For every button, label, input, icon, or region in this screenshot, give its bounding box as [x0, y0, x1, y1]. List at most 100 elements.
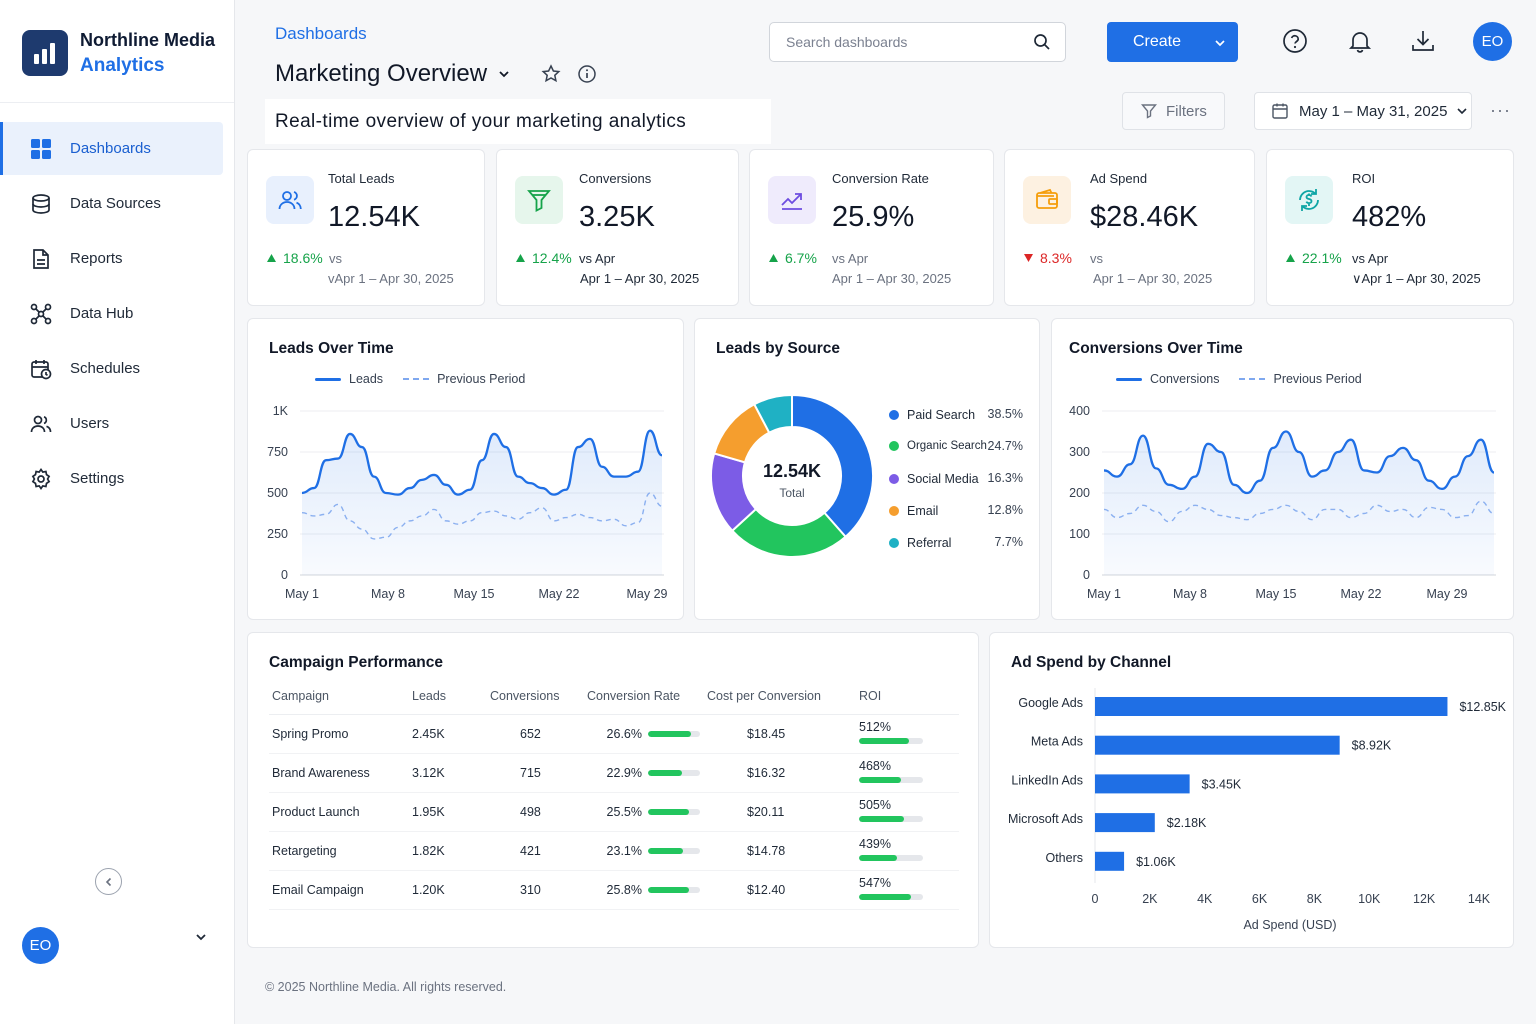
- chevron-down-icon[interactable]: [498, 68, 510, 80]
- users-icon: [30, 413, 52, 435]
- roi-progress-bar: [859, 777, 923, 784]
- series-line-current[interactable]: [1103, 430, 1495, 495]
- sidebar-item-users[interactable]: Users: [0, 397, 234, 450]
- y-tick: 500: [267, 486, 288, 500]
- search-icon[interactable]: [1033, 33, 1051, 51]
- kpi-card-conversions[interactable]: Conversions 3.25K 12.4% vs Apr Apr 1 – A…: [496, 149, 739, 306]
- ad-spend-bar-chart[interactable]: Google Ads $12.85K Meta Ads $8.92K LinkedIn …: [990, 683, 1514, 913]
- x-tick: 12K: [1413, 892, 1436, 906]
- sidebar-item-dashboards[interactable]: Dashboards: [0, 122, 223, 175]
- sidebar-item-label: Users: [70, 415, 110, 432]
- legend-label: Social Media: [907, 472, 979, 486]
- bar-google-ads[interactable]: [1095, 697, 1448, 716]
- download-icon[interactable]: [1410, 28, 1436, 54]
- table-row[interactable]: Product Launch 1.95K 498 25.5% $20.11 505%: [269, 792, 959, 832]
- kpi-value: 482%: [1352, 201, 1427, 233]
- leads-line-chart[interactable]: [300, 405, 668, 581]
- kpi-value: 3.25K: [579, 201, 655, 233]
- bar-linkedin-ads[interactable]: [1095, 774, 1190, 794]
- sidebar-item-schedules[interactable]: Schedules: [0, 342, 234, 395]
- legend-conversions: Conversions: [1150, 372, 1220, 386]
- calendar-icon: [1272, 103, 1288, 119]
- bar-meta-ads[interactable]: [1095, 735, 1340, 755]
- chart-title: Ad Spend by Channel: [1011, 654, 1172, 671]
- legend-item[interactable]: Organic Search: [889, 440, 1029, 452]
- legend-previous: Previous Period: [437, 372, 526, 386]
- column-header[interactable]: Cost per Conversion: [707, 678, 859, 715]
- legend-item[interactable]: Social Media: [889, 472, 1029, 486]
- x-tick: 14K: [1468, 892, 1491, 906]
- kpi-card-total-leads[interactable]: Total Leads 12.54K 18.6% vs vApr 1 – Apr…: [247, 149, 485, 306]
- sidebar-item-data-sources[interactable]: Data Sources: [0, 177, 234, 230]
- star-icon[interactable]: [541, 64, 561, 84]
- create-button[interactable]: Create: [1107, 22, 1238, 62]
- chevron-down-icon: [1457, 108, 1467, 115]
- legend-item[interactable]: Paid Search: [889, 408, 1029, 422]
- gear-icon: [30, 467, 52, 490]
- help-icon[interactable]: [1282, 28, 1308, 54]
- table-row[interactable]: Brand Awareness 3.12K 715 22.9% $16.32 468%: [269, 753, 959, 793]
- brand[interactable]: Northline Media Analytics: [22, 28, 215, 78]
- donut-total-label: Total: [779, 486, 805, 500]
- info-icon[interactable]: [577, 64, 597, 84]
- column-header[interactable]: Conversion Rate: [587, 678, 707, 715]
- date-range-picker[interactable]: May 1 – May 31, 2025: [1254, 92, 1472, 130]
- bell-icon[interactable]: [1347, 28, 1373, 54]
- wallet-icon: [1023, 176, 1071, 224]
- kpi-date: Apr 1 – Apr 30, 2025: [1093, 271, 1213, 286]
- roi-progress-bar: [859, 894, 923, 901]
- bar-others[interactable]: [1095, 851, 1125, 871]
- kpi-card-conversion-rate[interactable]: Conversion Rate 25.9% 6.7% vs Apr Apr 1 …: [749, 149, 994, 306]
- x-tick: 6K: [1252, 892, 1268, 906]
- donut-slice-paid-search[interactable]: [791, 393, 874, 539]
- chevron-down-icon[interactable]: [194, 930, 208, 944]
- sidebar-item-settings[interactable]: Settings: [0, 452, 234, 505]
- column-header[interactable]: Conversions: [490, 678, 587, 715]
- more-options-button[interactable]: ···: [1490, 100, 1511, 120]
- network-icon: [30, 303, 52, 325]
- column-header[interactable]: Campaign: [269, 678, 412, 715]
- table-row[interactable]: Retargeting 1.82K 421 23.1% $14.78 439%: [269, 831, 959, 871]
- page-title[interactable]: Marketing Overview: [275, 60, 488, 87]
- avatar[interactable]: EO: [22, 927, 59, 964]
- sidebar-item-data-hub[interactable]: Data Hub: [0, 287, 234, 340]
- donut-chart[interactable]: [710, 389, 875, 569]
- table-row[interactable]: Spring Promo 2.45K 652 26.6% $18.45 512%: [269, 714, 959, 754]
- bar-value-label: $3.45K: [1202, 777, 1242, 791]
- chart-legend[interactable]: Leads Previous Period: [315, 372, 525, 386]
- kpi-vs: vs: [1090, 251, 1103, 266]
- column-header[interactable]: ROI: [859, 678, 959, 715]
- roi-progress-bar: [859, 738, 923, 745]
- grid-icon: [30, 138, 52, 160]
- search-bar[interactable]: [769, 22, 1066, 62]
- conversions-line-chart[interactable]: [1102, 405, 1500, 581]
- avatar[interactable]: EO: [1473, 22, 1512, 61]
- donut-slice-referral[interactable]: [752, 393, 793, 434]
- bar-value-label: $12.85K: [1459, 700, 1506, 714]
- table-row[interactable]: Email Campaign 1.20K 310 25.8% $12.40 547%: [269, 870, 959, 910]
- legend-label: Paid Search: [907, 408, 976, 422]
- x-tick: May 15: [1255, 587, 1297, 601]
- leads-over-time-card: Leads Over Time Leads Previous Period 1K…: [247, 318, 684, 620]
- logo-icon: [22, 30, 68, 76]
- bar-value-label: $2.18K: [1167, 816, 1207, 830]
- bar-microsoft-ads[interactable]: [1095, 813, 1155, 833]
- series-line-current[interactable]: [301, 429, 663, 496]
- kpi-delta: 22.1%: [1285, 250, 1342, 266]
- chart-legend[interactable]: Conversions Previous Period: [1116, 372, 1362, 386]
- legend-item[interactable]: Referral: [889, 536, 1029, 550]
- y-tick: 400: [1069, 404, 1090, 418]
- breadcrumb[interactable]: Dashboards: [275, 24, 367, 43]
- date-range-label: May 1 – May 31, 2025: [1299, 102, 1448, 120]
- legend-item[interactable]: Email: [889, 504, 1029, 518]
- kpi-card-ad-spend[interactable]: Ad Spend $28.46K 8.3% vs Apr 1 – Apr 30,…: [1004, 149, 1255, 306]
- search-input[interactable]: [786, 34, 1006, 50]
- kpi-label: Conversion Rate: [832, 171, 929, 186]
- legend-label: Organic Search: [907, 440, 987, 452]
- series-line-previous[interactable]: [301, 492, 663, 540]
- kpi-card-roi[interactable]: ROI 482% 22.1% vs Apr ∨Apr 1 – Apr 30, 2…: [1266, 149, 1514, 306]
- collapse-sidebar-button[interactable]: [95, 868, 122, 895]
- sidebar-item-reports[interactable]: Reports: [0, 232, 234, 285]
- column-header[interactable]: Leads: [412, 678, 490, 715]
- filters-button[interactable]: Filters: [1122, 92, 1225, 130]
